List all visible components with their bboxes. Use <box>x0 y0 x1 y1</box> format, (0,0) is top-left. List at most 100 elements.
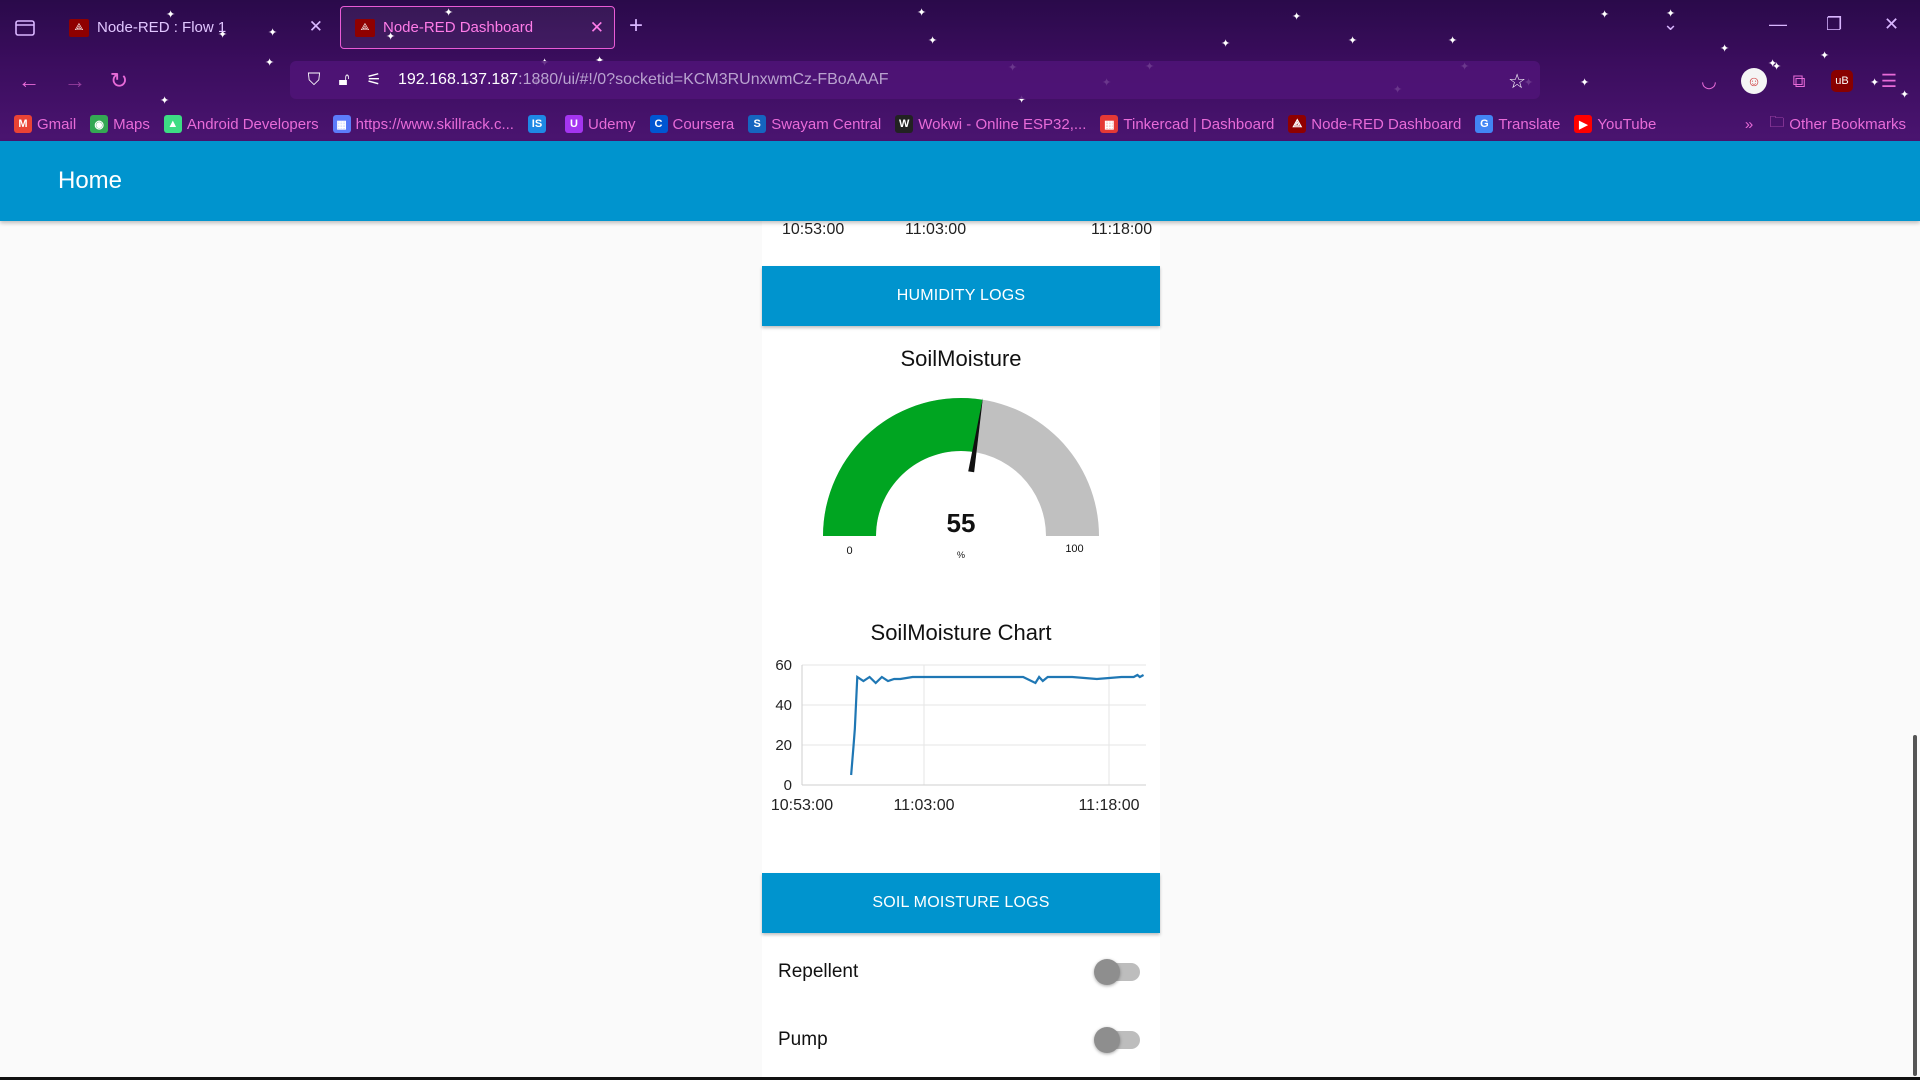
pump-toggle[interactable] <box>1096 1031 1140 1049</box>
toggle-knob[interactable] <box>1094 959 1120 985</box>
bookmark-item[interactable]: U Udemy <box>565 115 636 133</box>
bookmark-item[interactable]: W Wokwi - Online ESP32,... <box>895 115 1086 133</box>
tab-overflow-chevron-icon[interactable]: ⌄ <box>1663 14 1678 35</box>
profile-avatar-icon[interactable]: ☺ <box>1741 68 1767 94</box>
bookmarks-more[interactable]: » 🗀︎ Other Bookmarks <box>1745 110 1906 138</box>
bookmark-label: Gmail <box>37 116 76 133</box>
gauge-unit: % <box>957 550 965 560</box>
forward-icon[interactable]: → <box>60 66 90 96</box>
bookmark-item[interactable]: ◉ Maps <box>90 115 150 133</box>
nodered-favicon-icon: ⟁ <box>69 19 89 37</box>
nodered-icon: ⟁ <box>1288 115 1306 133</box>
tab-list-icon[interactable] <box>12 14 38 40</box>
tab-label: Node-RED : Flow 1 <box>97 19 226 36</box>
bookmarks-list: M Gmail ◉ Maps ▲ Android Developers ▦ https://w… <box>0 115 1670 133</box>
back-icon[interactable]: ← <box>14 66 44 96</box>
soil-chart-title: SoilMoisture Chart <box>762 620 1160 646</box>
chevrons-right-icon[interactable]: » <box>1745 116 1753 133</box>
bookmark-label: https://www.skillrack.c... <box>356 116 514 133</box>
dashboard-content: 10:53:00 11:03:00 11:18:00 HUMIDITY LOGS… <box>0 221 1920 1080</box>
bookmark-item[interactable]: S Swayam Central <box>748 115 881 133</box>
close-window-icon[interactable]: ✕ <box>1884 14 1899 35</box>
tab-node-red-dashboard[interactable]: ⟁ Node-RED Dashboard ✕ <box>340 6 615 49</box>
chart-x-tick-label: 11:03:00 <box>893 797 954 814</box>
bookmark-item[interactable]: M Gmail <box>14 115 76 133</box>
bookmarks-toolbar: M Gmail ◉ Maps ▲ Android Developers ▦ https://w… <box>0 110 1920 138</box>
tab-node-red-flow[interactable]: ⟁ Node-RED : Flow 1 ✕ <box>55 6 333 49</box>
page-scrollbar[interactable] <box>1913 735 1917 1076</box>
bookmark-item[interactable]: ▦ https://www.skillrack.c... <box>333 115 514 133</box>
top-chart-xtick: 11:18:00 <box>1091 221 1152 239</box>
gauge-max-label: 100 <box>1065 543 1083 555</box>
pump-label: Pump <box>778 1029 828 1051</box>
folder-icon: 🗀︎ <box>1769 112 1784 137</box>
new-tab-icon[interactable]: + <box>629 12 643 40</box>
close-tab-icon[interactable]: ✕ <box>309 17 323 37</box>
tab-bar: ⟁ Node-RED : Flow 1 ✕ ⟁ Node-RED Dashboa… <box>0 0 1920 55</box>
extensions-icon[interactable]: ⧉ <box>1786 68 1812 94</box>
bookmark-label: Node-RED Dashboard <box>1311 116 1461 133</box>
repellent-toggle[interactable] <box>1096 963 1140 981</box>
soil-moisture-gauge: 55 0 100 % <box>812 386 1110 576</box>
bookmark-item[interactable]: ▲ Android Developers <box>164 115 319 133</box>
shield-icon[interactable]: ⛉ <box>302 68 326 92</box>
lock-icon[interactable]: 🔓︎ <box>332 68 356 92</box>
bookmark-label: Wokwi - Online ESP32,... <box>918 116 1086 133</box>
repellent-switch-row[interactable]: Repellent <box>762 947 1160 997</box>
bookmark-label: Translate <box>1498 116 1560 133</box>
toggle-knob[interactable] <box>1094 1027 1120 1053</box>
is-icon: IS <box>528 115 546 133</box>
minimize-icon[interactable]: — <box>1769 14 1787 35</box>
tinkercad-icon: ▦ <box>1100 115 1118 133</box>
permissions-icon[interactable]: ⚟ <box>362 68 386 92</box>
bookmark-item[interactable]: ⟁ Node-RED Dashboard <box>1288 115 1461 133</box>
top-chart-xtick: 11:03:00 <box>905 221 966 239</box>
bookmark-label: Maps <box>113 116 150 133</box>
wokwi-icon: W <box>895 115 913 133</box>
tab-label: Node-RED Dashboard <box>383 19 533 36</box>
bookmark-item[interactable]: G Translate <box>1475 115 1560 133</box>
chart-y-tick-label: 0 <box>784 777 792 794</box>
restore-icon[interactable]: ❐ <box>1826 14 1842 35</box>
dashboard-header: Home <box>0 141 1920 221</box>
gmail-icon: M <box>14 115 32 133</box>
youtube-icon: ▶ <box>1574 115 1592 133</box>
chart-y-tick-label: 20 <box>775 737 792 754</box>
chart-y-tick-label: 40 <box>775 697 792 714</box>
bookmark-label: Android Developers <box>187 116 319 133</box>
android-icon: ▲ <box>164 115 182 133</box>
gauge-value: 55 <box>947 508 976 538</box>
bookmark-item[interactable]: ▦ Tinkercad | Dashboard <box>1100 115 1274 133</box>
humidity-logs-button[interactable]: HUMIDITY LOGS <box>762 266 1160 326</box>
page-title: Home <box>58 167 122 195</box>
translate-icon: G <box>1475 115 1493 133</box>
address-bar[interactable]: ⛉ 🔓︎ ⚟ 192.168.137.187:1880/ui/#!/0?sock… <box>290 61 1540 99</box>
top-chart-xtick: 10:53:00 <box>782 221 844 239</box>
udemy-icon: U <box>565 115 583 133</box>
bookmark-label: Swayam Central <box>771 116 881 133</box>
chart-series-line <box>851 675 1143 775</box>
bookmark-label: YouTube <box>1597 116 1656 133</box>
nodered-favicon-icon: ⟁ <box>355 19 375 37</box>
swayam-icon: S <box>748 115 766 133</box>
chart-y-tick-label: 60 <box>775 657 792 674</box>
other-bookmarks-label[interactable]: Other Bookmarks <box>1789 116 1906 133</box>
menu-hamburger-icon[interactable]: ☰ <box>1876 68 1902 94</box>
pump-switch-row[interactable]: Pump <box>762 1015 1160 1065</box>
bookmark-star-icon[interactable]: ☆ <box>1508 69 1526 94</box>
bookmark-label: Tinkercad | Dashboard <box>1123 116 1274 133</box>
close-tab-icon[interactable]: ✕ <box>590 18 604 38</box>
repellent-label: Repellent <box>778 961 858 983</box>
bookmark-item[interactable]: ▶ YouTube <box>1574 115 1656 133</box>
pocket-icon[interactable]: ◡ <box>1696 68 1722 94</box>
soil-moisture-logs-button[interactable]: SOIL MOISTURE LOGS <box>762 873 1160 933</box>
bookmark-item[interactable]: C Coursera <box>650 115 735 133</box>
reload-icon[interactable]: ↻ <box>104 66 134 96</box>
widget-group: 10:53:00 11:03:00 11:18:00 HUMIDITY LOGS… <box>762 221 1160 1080</box>
bookmark-item[interactable]: IS <box>528 115 551 133</box>
ublock-icon[interactable]: uB <box>1831 70 1853 92</box>
chart-x-tick-label: 10:53:00 <box>771 797 833 814</box>
url-text[interactable]: 192.168.137.187:1880/ui/#!/0?socketid=KC… <box>398 71 889 89</box>
gauge-min-label: 0 <box>846 545 852 557</box>
soil-moisture-chart: 0 20 40 60 10:53:00 11:03:00 11:18:00 <box>762 651 1160 901</box>
